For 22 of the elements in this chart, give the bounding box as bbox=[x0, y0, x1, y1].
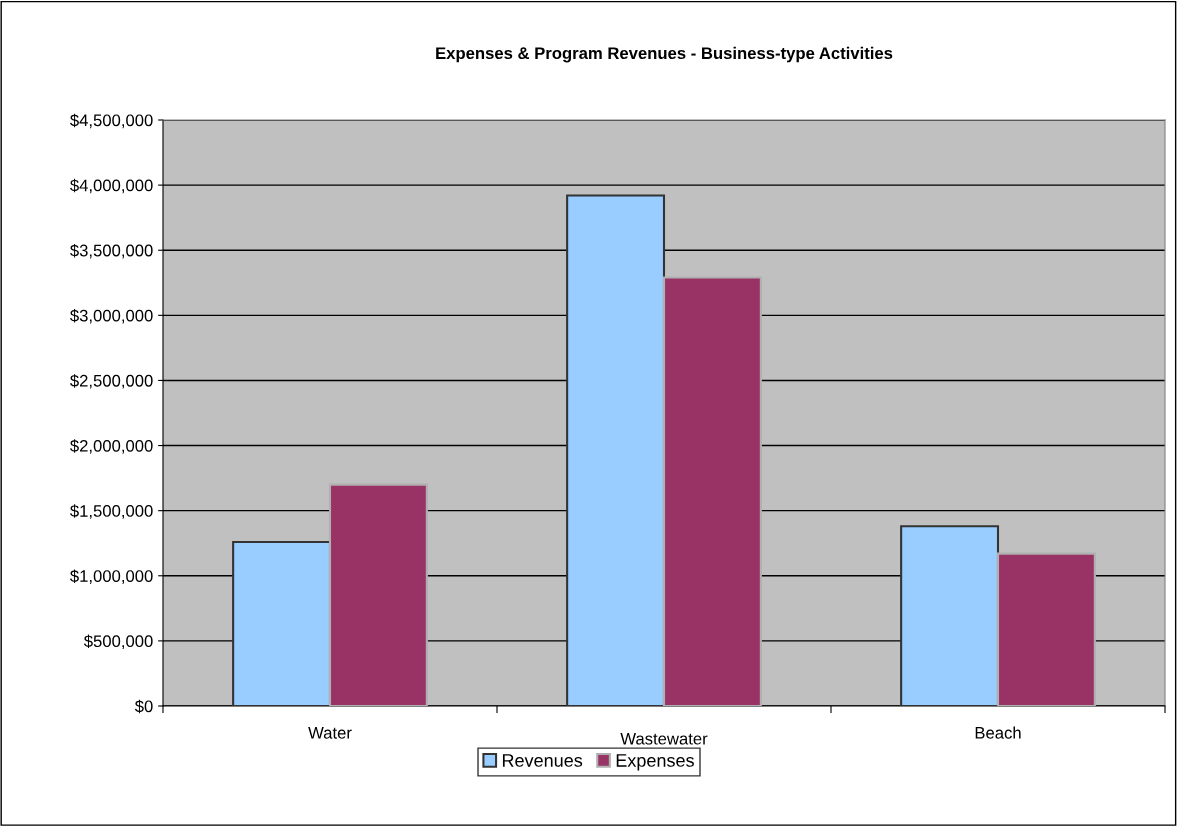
x-tick-label: Water bbox=[308, 727, 352, 739]
y-tick-label: $4,000,000 bbox=[70, 178, 153, 194]
y-tick-label: $1,000,000 bbox=[70, 569, 153, 584]
y-tick-label: $2,500,000 bbox=[70, 374, 153, 389]
x-tick-label: Beach bbox=[975, 726, 1021, 739]
y-tick-label: $3,000,000 bbox=[70, 309, 153, 324]
chart-title: Expenses & Program Revenues - Business-type Activities bbox=[436, 46, 893, 63]
bar bbox=[662, 276, 762, 706]
bar bbox=[996, 552, 1096, 706]
bar bbox=[328, 483, 428, 706]
x-tick-label: Wastewater bbox=[620, 732, 708, 745]
legend-label: Expenses bbox=[616, 754, 694, 771]
y-tick-label: $3,500,000 bbox=[70, 243, 153, 259]
bar bbox=[900, 525, 1000, 706]
bar bbox=[566, 194, 666, 706]
y-tick-label: $2,000,000 bbox=[70, 439, 153, 454]
legend-label: Revenues bbox=[502, 754, 583, 767]
y-tick-label: $1,500,000 bbox=[70, 504, 153, 519]
y-tick-label: $500,000 bbox=[83, 634, 153, 650]
y-tick-label: $4,500,000 bbox=[70, 113, 153, 129]
y-tick-label: $0 bbox=[134, 699, 153, 714]
bar bbox=[232, 540, 332, 706]
